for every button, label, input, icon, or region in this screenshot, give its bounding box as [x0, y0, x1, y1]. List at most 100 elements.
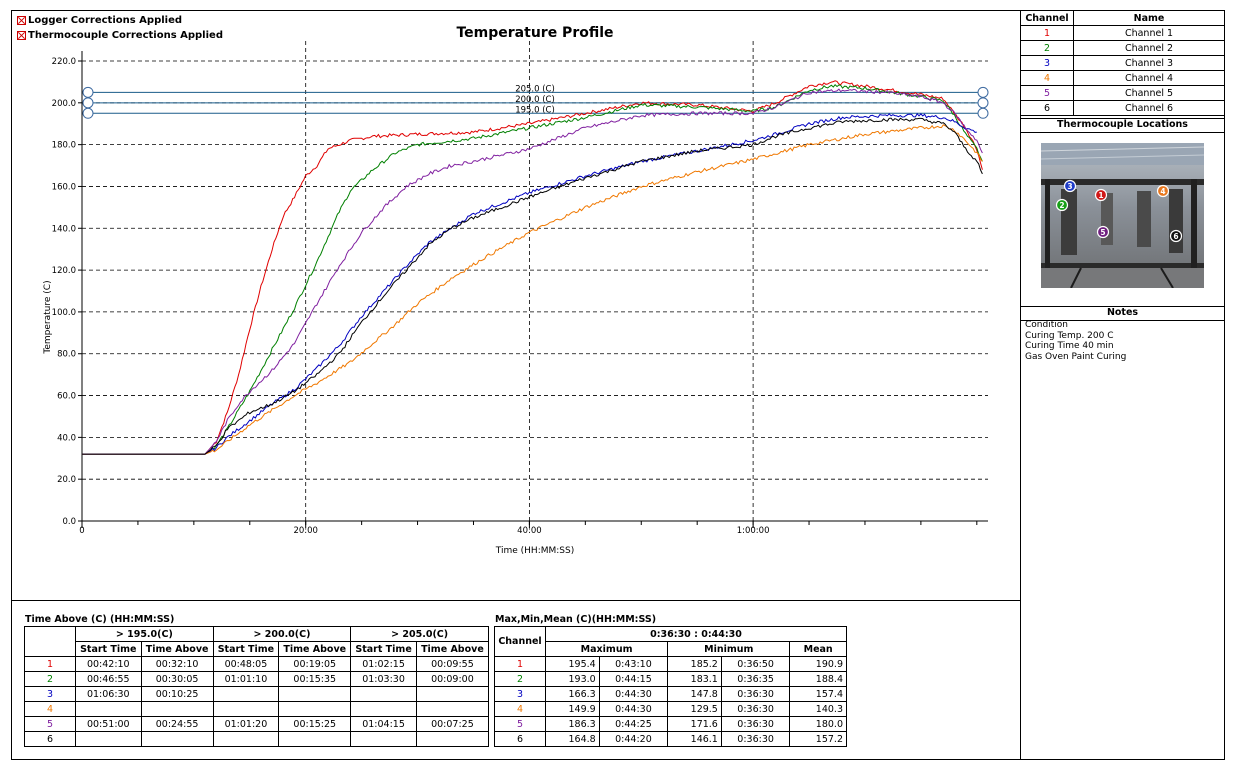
y-tick-label: 100.0 [52, 308, 76, 318]
threshold-handle-right[interactable] [977, 86, 989, 98]
thermocouple-corrections-flag: Thermocouple Corrections Applied [17, 30, 223, 41]
time-cell: 00:09:00 [415, 671, 490, 687]
start-time-header: Start Time [350, 641, 417, 657]
table-row: 3 166.3 0:44:30 147.8 0:36:30 157.4 [494, 686, 847, 702]
threshold-handle-left[interactable] [82, 86, 94, 98]
channel-number: 1 [1020, 25, 1074, 41]
thermocouple-marker-label: 6 [1173, 232, 1178, 241]
value-cell: 146.1 [667, 731, 722, 747]
y-tick-label: 20.0 [57, 475, 76, 485]
time-cell [212, 731, 280, 747]
series-line-channel-3 [82, 112, 977, 455]
table-row: 1 00:42:10 00:32:10 00:48:05 00:19:05 01:02:1… [24, 656, 490, 672]
time-cell [140, 701, 214, 717]
value-cell: 140.3 [789, 701, 847, 717]
series-lines [82, 80, 983, 455]
time-cell [278, 731, 352, 747]
table-row: 6 [24, 731, 490, 747]
value-cell: 0:36:30 [720, 686, 791, 702]
x-tick-label: 0 [79, 526, 84, 536]
value-cell: 0:44:25 [598, 716, 669, 732]
thermocouple-marker [1055, 198, 1069, 212]
table-row: 3 01:06:30 00:10:25 [24, 686, 490, 702]
max-min-mean-table: Channel 0:36:30 : 0:44:30 Maximum Minimu… [494, 626, 847, 747]
channel-number: 2 [24, 671, 76, 687]
table-row: 5 00:51:00 00:24:55 01:01:20 00:15:25 01:04:1… [24, 716, 490, 732]
y-tick-label: 220.0 [52, 57, 76, 67]
time-cell: 00:15:35 [278, 671, 352, 687]
time-cell: 00:15:25 [278, 716, 352, 732]
channel-number: 2 [494, 671, 546, 687]
value-cell: 193.0 [545, 671, 600, 687]
value-cell: 183.1 [667, 671, 722, 687]
time-above-header: Time Above [140, 641, 214, 657]
temperature-profile-chart: Temperature Profile 0.0 20.0 40.0 60.0 80.0 1… [43, 25, 989, 556]
name-header: Name [1073, 10, 1225, 26]
y-tick-label: 60.0 [57, 392, 76, 402]
thermocouple-marker [1169, 229, 1183, 243]
value-cell: 190.9 [789, 656, 847, 672]
time-cell: 00:30:05 [140, 671, 214, 687]
threshold-label: 205.0 (C) [515, 84, 555, 94]
threshold-handle-right[interactable] [977, 97, 989, 109]
note-line: Condition [1025, 320, 1068, 330]
thermocouple-location-photo: 3 1 4 2 5 6 [1041, 143, 1204, 288]
time-cell [415, 731, 490, 747]
channel-number: 4 [494, 701, 546, 717]
table-row: 2 00:46:55 00:30:05 01:01:10 00:15:35 01:03:3… [24, 671, 490, 687]
y-tick-label: 120.0 [52, 266, 76, 276]
logger-corrections-flag: Logger Corrections Applied [17, 15, 182, 26]
time-cell [278, 701, 352, 717]
threshold-handle-left[interactable] [82, 107, 94, 119]
time-cell [415, 701, 490, 717]
table-row: 6 164.8 0:44:20 146.1 0:36:30 157.2 [494, 731, 847, 747]
channel-number: 5 [24, 716, 76, 732]
time-cell: 00:51:00 [75, 716, 142, 732]
channel-name: Channel 4 [1073, 70, 1225, 86]
time-cell [278, 686, 352, 702]
x-tick-label: 40:00 [517, 526, 542, 536]
group-header-195: > 195.0(C) [75, 626, 214, 642]
chart-title: Temperature Profile [456, 25, 613, 41]
series-line-channel-1 [82, 80, 983, 455]
value-cell: 0:44:15 [598, 671, 669, 687]
time-above-table: > 195.0(C) > 200.0(C) > 205.0(C) Start T… [24, 626, 490, 747]
channel-table: Channel Name 1 Channel 1 2 Channel 2 3 Channe… [1020, 10, 1225, 116]
y-tick-label: 200.0 [52, 99, 76, 109]
time-cell: 00:10:25 [140, 686, 214, 702]
thermocouple-corrections-label: Thermocouple Corrections Applied [28, 30, 223, 41]
thermocouple-marker [1063, 179, 1077, 193]
series-line-channel-4 [82, 124, 983, 455]
table-row: 5 186.3 0:44:25 171.6 0:36:30 180.0 [494, 716, 847, 732]
time-cell [415, 686, 490, 702]
time-cell [212, 701, 280, 717]
time-cell [75, 731, 142, 747]
value-cell: 147.8 [667, 686, 722, 702]
channel-name: Channel 6 [1073, 100, 1225, 116]
table-row: 2 Channel 2 [1020, 40, 1225, 56]
value-cell: 185.2 [667, 656, 722, 672]
channel-name: Channel 3 [1073, 55, 1225, 71]
threshold-handle-right[interactable] [977, 107, 989, 119]
threshold-lines: 205.0 (C)200.0 (C)195.0 (C) [82, 84, 989, 119]
value-cell: 0:36:30 [720, 716, 791, 732]
table-row: 1 195.4 0:43:10 185.2 0:36:50 190.9 [494, 656, 847, 672]
mean-header: Mean [789, 641, 847, 657]
time-above-channel-header [24, 626, 76, 657]
threshold-label: 195.0 (C) [515, 105, 555, 115]
value-cell: 195.4 [545, 656, 600, 672]
time-cell [140, 731, 214, 747]
y-tick-label: 0.0 [62, 517, 76, 527]
table-row: 4 [24, 701, 490, 717]
time-cell: 00:48:05 [212, 656, 280, 672]
value-cell: 188.4 [789, 671, 847, 687]
channel-number: 4 [24, 701, 76, 717]
channel-header: Channel [1020, 10, 1074, 26]
threshold-handle-left[interactable] [82, 97, 94, 109]
time-cell: 00:19:05 [278, 656, 352, 672]
time-cell: 00:09:55 [415, 656, 490, 672]
value-cell: 0:44:30 [598, 686, 669, 702]
time-cell [350, 701, 417, 717]
thermocouple-locations-title: Thermocouple Locations [1020, 118, 1225, 133]
y-tick-label: 180.0 [52, 141, 76, 151]
